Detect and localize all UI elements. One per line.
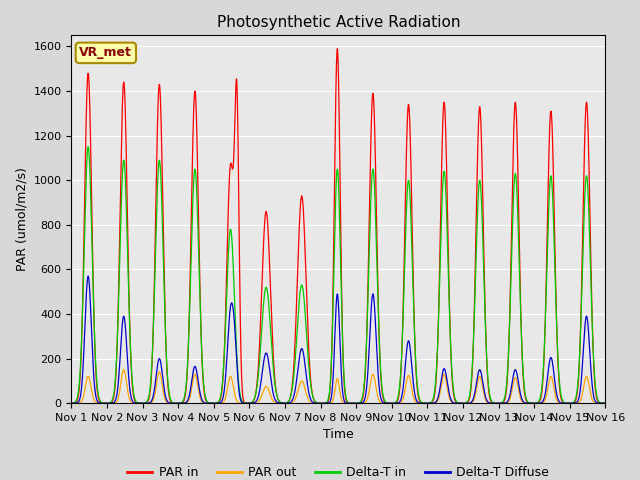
PAR in xyxy=(268,308,275,313)
Delta-T Diffuse xyxy=(600,400,607,406)
Line: Delta-T Diffuse: Delta-T Diffuse xyxy=(72,276,605,403)
Delta-T Diffuse xyxy=(268,380,275,385)
Delta-T in xyxy=(349,400,357,406)
Delta-T in xyxy=(602,400,609,406)
PAR in xyxy=(602,400,609,406)
Delta-T Diffuse xyxy=(412,396,420,402)
Delta-T in xyxy=(84,144,92,150)
Delta-T Diffuse xyxy=(68,400,76,406)
PAR out xyxy=(349,400,356,406)
PAR in xyxy=(68,400,76,406)
Delta-T Diffuse xyxy=(84,273,92,279)
Delta-T in xyxy=(176,400,184,406)
X-axis label: Time: Time xyxy=(323,429,354,442)
Line: PAR in: PAR in xyxy=(72,49,605,403)
Delta-T Diffuse xyxy=(176,400,184,406)
PAR in xyxy=(333,46,341,52)
Delta-T Diffuse xyxy=(488,400,496,406)
PAR in xyxy=(182,390,189,396)
PAR out xyxy=(412,399,420,405)
PAR out xyxy=(176,400,184,406)
PAR out xyxy=(600,400,607,406)
Delta-T in xyxy=(488,398,496,404)
PAR out xyxy=(268,395,275,400)
PAR in xyxy=(349,400,357,406)
Delta-T Diffuse xyxy=(602,400,609,406)
Title: Photosynthetic Active Radiation: Photosynthetic Active Radiation xyxy=(216,15,460,30)
Delta-T in xyxy=(600,400,607,406)
PAR out xyxy=(602,400,609,406)
PAR out xyxy=(182,400,189,406)
Line: PAR out: PAR out xyxy=(72,370,605,403)
Legend: PAR in, PAR out, Delta-T in, Delta-T Diffuse: PAR in, PAR out, Delta-T in, Delta-T Dif… xyxy=(122,461,554,480)
PAR in xyxy=(176,400,184,406)
Y-axis label: PAR (umol/m2/s): PAR (umol/m2/s) xyxy=(15,168,28,271)
Delta-T in xyxy=(182,386,189,392)
PAR in xyxy=(600,400,607,406)
Line: Delta-T in: Delta-T in xyxy=(72,147,605,403)
Delta-T Diffuse xyxy=(182,400,189,406)
PAR in xyxy=(488,399,496,405)
PAR in xyxy=(412,368,420,374)
Delta-T in xyxy=(412,365,420,371)
Delta-T in xyxy=(68,400,76,406)
Delta-T Diffuse xyxy=(349,400,356,406)
Delta-T in xyxy=(268,339,275,345)
PAR out xyxy=(68,400,76,406)
Text: VR_met: VR_met xyxy=(79,47,132,60)
PAR out xyxy=(488,400,496,406)
PAR out xyxy=(120,367,127,372)
